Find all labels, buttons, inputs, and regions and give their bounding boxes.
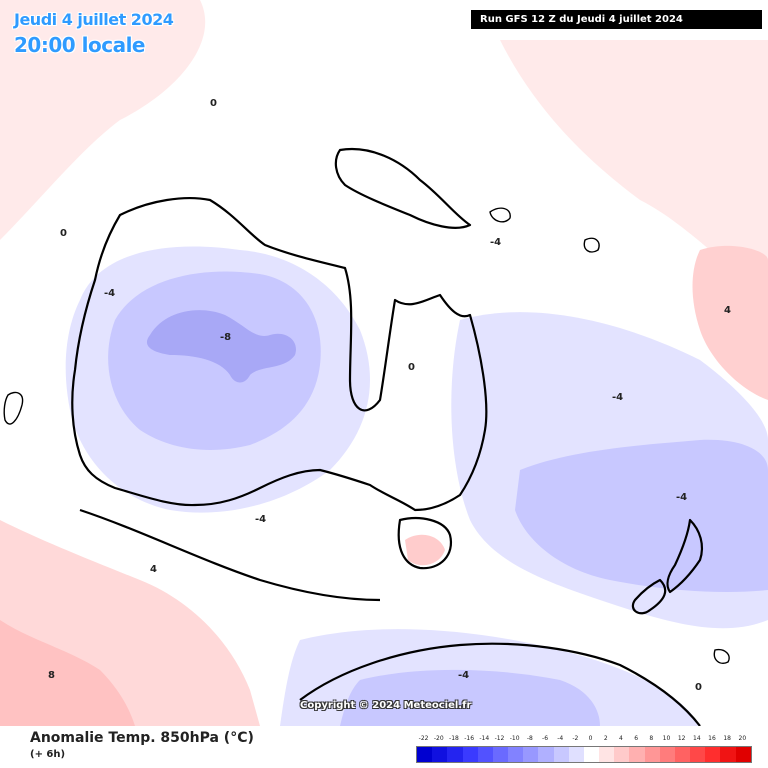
legend-swatch — [508, 747, 524, 762]
lead-time-label: (+ 6h) — [30, 749, 66, 760]
coastline-new-zealand-north — [666, 518, 704, 594]
legend-tick-label: -18 — [449, 735, 459, 742]
warm-anomaly-area-tasmania — [405, 534, 445, 566]
contour-label-0-north: 0 — [210, 98, 217, 109]
legend-swatch — [690, 747, 706, 762]
warm-anomaly-area-northeast — [500, 40, 768, 300]
legend-tick-label: 10 — [662, 735, 671, 742]
island-outlines — [3, 207, 730, 664]
variable-title: Anomalie Temp. 850hPa (°C) — [30, 730, 254, 746]
coastline-group — [71, 147, 704, 726]
legend-swatch — [735, 747, 751, 762]
contour-label-minus4-east: -4 — [612, 392, 623, 403]
legend-swatch — [705, 747, 721, 762]
legend-swatch — [523, 747, 539, 762]
legend-tick-label: 0 — [588, 735, 593, 742]
coastline-australia-mainland — [71, 197, 488, 512]
contour-label-0-west: 0 — [60, 228, 67, 239]
anomaly-map-canvas: -8 -4 -4 -4 -4 -4 -4 4 4 8 0 0 0 0 — [0, 0, 768, 726]
island-north-2 — [583, 237, 600, 253]
contour-label-minus4-north: -4 — [490, 237, 501, 248]
contour-label-minus8: -8 — [220, 332, 231, 343]
coastline-new-guinea — [334, 147, 472, 229]
contour-label-0-south: 0 — [695, 682, 702, 693]
coastline-new-zealand-south — [631, 578, 667, 615]
legend-tick-label: -16 — [464, 735, 475, 742]
legend-tick-labels: -22 -20 -18 -16 -14 -12 -10 -8 -6 -4 -2 0 2 4 6 8 10 12 14… — [416, 735, 750, 745]
cold-anomaly-contour-minus4-tasman — [515, 439, 768, 592]
legend-swatch — [644, 747, 660, 762]
legend-swatch — [432, 747, 448, 762]
warm-anomaly-area-east — [692, 245, 768, 400]
legend-tick-label: 18 — [723, 735, 732, 742]
forecast-date: Jeudi 4 juillet 2024 — [14, 10, 174, 29]
legend-color-bar — [416, 746, 752, 763]
forecast-local-time: 20:00 locale — [14, 33, 146, 57]
warm-anomaly-area-southwest-core — [0, 620, 135, 726]
contour-label-4-west: 4 — [150, 564, 157, 575]
cold-anomaly-contour-minus8 — [146, 310, 296, 383]
contour-label-group: -8 -4 -4 -4 -4 -4 -4 4 4 8 0 0 0 0 — [48, 98, 731, 693]
legend-tick-label: 6 — [634, 735, 639, 742]
model-run-banner: Run GFS 12 Z du Jeudi 4 juillet 2024 — [471, 10, 762, 29]
island-west-1 — [3, 391, 24, 425]
legend-tick-label: 14 — [693, 735, 701, 742]
legend-swatch — [568, 747, 584, 762]
legend-tick-label: -6 — [542, 735, 549, 742]
copyright-notice: Copyright © 2024 Meteociel.fr — [300, 700, 472, 711]
legend-tick-label: 12 — [677, 735, 686, 742]
legend-tick-label: -8 — [526, 735, 533, 742]
warm-anomaly-area-northwest — [0, 0, 206, 240]
legend-tick-label: -10 — [509, 735, 520, 742]
coastline-antarctica-edge — [299, 642, 701, 726]
contour-label-0-east: 0 — [408, 362, 415, 373]
color-scale-legend: -22 -20 -18 -16 -14 -12 -10 -8 -6 -4 -2 0 2 4 6 8 10 12 14… — [416, 735, 752, 763]
legend-tick-label: 4 — [619, 735, 623, 742]
map-footer: Anomalie Temp. 850hPa (°C) (+ 6h) -22 -20… — [0, 726, 768, 768]
legend-tick-label: 20 — [738, 735, 747, 742]
contour-label-4-east: 4 — [724, 305, 731, 316]
contour-label-8: 8 — [48, 670, 55, 681]
legend-swatch — [477, 747, 493, 762]
island-east-1 — [713, 648, 730, 664]
island-north-1 — [489, 207, 511, 223]
coastline-tasmania — [397, 517, 453, 570]
legend-tick-label: -22 — [418, 735, 429, 742]
contour-label-minus4-south: -4 — [458, 670, 469, 681]
legend-swatch — [538, 747, 554, 762]
legend-tick-label: 8 — [649, 735, 654, 742]
legend-swatch — [417, 747, 433, 762]
legend-tick-label: -12 — [494, 735, 505, 742]
coastline-southern-shelf — [79, 508, 381, 602]
legend-tick-label: -4 — [557, 735, 564, 742]
legend-swatch — [553, 747, 569, 762]
legend-swatch — [720, 747, 736, 762]
legend-swatch — [599, 747, 615, 762]
cold-anomaly-contour-minus4-south — [340, 669, 600, 726]
legend-tick-label: -2 — [572, 735, 579, 742]
legend-swatch — [629, 747, 645, 762]
legend-swatch — [674, 747, 691, 762]
legend-swatch — [447, 747, 463, 762]
legend-swatch — [492, 747, 509, 762]
legend-swatch — [462, 747, 478, 762]
contour-label-minus4-bight: -4 — [255, 514, 266, 525]
weather-map: -8 -4 -4 -4 -4 -4 -4 4 4 8 0 0 0 0 Jeudi… — [0, 0, 768, 726]
contour-label-minus4-tasman: -4 — [676, 492, 687, 503]
legend-swatch — [659, 747, 675, 762]
legend-swatch — [583, 747, 600, 762]
contour-label-minus4-west: -4 — [104, 288, 115, 299]
legend-swatch — [614, 747, 630, 762]
legend-tick-label: -14 — [479, 735, 490, 742]
legend-tick-label: 2 — [603, 735, 608, 742]
legend-tick-label: -20 — [433, 735, 444, 742]
legend-tick-label: 16 — [708, 735, 716, 742]
